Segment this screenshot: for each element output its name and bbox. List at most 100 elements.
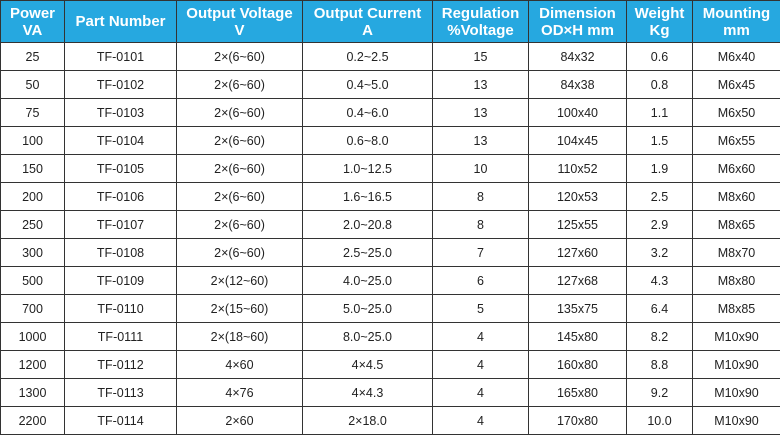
cell-output-current: 4×4.3: [302, 378, 433, 407]
header-weight: Weight Kg: [626, 0, 693, 43]
cell-dimension: 100x40: [528, 98, 627, 127]
cell-output-voltage: 2×(6~60): [176, 154, 303, 183]
cell-dimension: 127x68: [528, 266, 627, 295]
cell-output-voltage: 2×(6~60): [176, 98, 303, 127]
header-mounting-line-2: mm: [723, 21, 750, 39]
cell-part-number: TF-0114: [64, 406, 177, 435]
header-output-voltage-line-1: Output Voltage: [186, 4, 293, 22]
cell-part-number: TF-0109: [64, 266, 177, 295]
header-part-number: Part Number: [64, 0, 177, 43]
table-row: 150 TF-0105 2×(6~60) 1.0~12.5 10 110x52 1.9 M6x…: [0, 154, 780, 183]
cell-output-voltage: 2×(6~60): [176, 42, 303, 71]
cell-weight: 1.1: [626, 98, 693, 127]
cell-power: 250: [0, 210, 65, 239]
table-row: 250 TF-0107 2×(6~60) 2.0~20.8 8 125x55 2.9 M8x6…: [0, 210, 780, 239]
cell-weight: 3.2: [626, 238, 693, 267]
cell-part-number: TF-0105: [64, 154, 177, 183]
cell-weight: 10.0: [626, 406, 693, 435]
cell-output-voltage: 4×60: [176, 350, 303, 379]
table-row: 100 TF-0104 2×(6~60) 0.6~8.0 13 104x45 1.5 M6x5…: [0, 126, 780, 155]
table-row: 25 TF-0101 2×(6~60) 0.2~2.5 15 84x32 0.6 M6x40: [0, 42, 780, 71]
cell-mounting: M6x50: [692, 98, 780, 127]
cell-part-number: TF-0104: [64, 126, 177, 155]
cell-weight: 9.2: [626, 378, 693, 407]
cell-mounting: M8x65: [692, 210, 780, 239]
cell-mounting: M8x80: [692, 266, 780, 295]
header-mounting-line-1: Mounting: [702, 4, 771, 22]
table-row: 200 TF-0106 2×(6~60) 1.6~16.5 8 120x53 2.5 M8x6…: [0, 182, 780, 211]
table-row: 500 TF-0109 2×(12~60) 4.0~25.0 6 127x68 4.3 M8x…: [0, 266, 780, 295]
cell-regulation: 4: [432, 378, 529, 407]
cell-part-number: TF-0101: [64, 42, 177, 71]
header-dimension: Dimension OD×H mm: [528, 0, 627, 43]
cell-weight: 2.5: [626, 182, 693, 211]
cell-regulation: 4: [432, 350, 529, 379]
table-row: 700 TF-0110 2×(15~60) 5.0~25.0 5 135x75 6.4 M8x…: [0, 294, 780, 323]
cell-mounting: M10x90: [692, 406, 780, 435]
cell-regulation: 4: [432, 322, 529, 351]
cell-dimension: 110x52: [528, 154, 627, 183]
cell-output-current: 4×4.5: [302, 350, 433, 379]
cell-dimension: 84x38: [528, 70, 627, 99]
header-dimension-line-2: OD×H mm: [541, 21, 614, 39]
cell-regulation: 4: [432, 406, 529, 435]
header-regulation-line-1: Regulation: [441, 4, 520, 22]
cell-regulation: 8: [432, 210, 529, 239]
cell-dimension: 125x55: [528, 210, 627, 239]
cell-output-voltage: 2×(6~60): [176, 182, 303, 211]
cell-dimension: 170x80: [528, 406, 627, 435]
cell-dimension: 104x45: [528, 126, 627, 155]
cell-output-voltage: 2×(6~60): [176, 238, 303, 267]
cell-output-current: 2.0~20.8: [302, 210, 433, 239]
cell-part-number: TF-0112: [64, 350, 177, 379]
table-row: 300 TF-0108 2×(6~60) 2.5~25.0 7 127x60 3.2 M8x7…: [0, 238, 780, 267]
cell-output-current: 1.6~16.5: [302, 182, 433, 211]
table-row: 75 TF-0103 2×(6~60) 0.4~6.0 13 100x40 1.1 M6x50: [0, 98, 780, 127]
cell-part-number: TF-0107: [64, 210, 177, 239]
table-row: 2200 TF-0114 2×60 2×18.0 4 170x80 10.0 M10x90: [0, 406, 780, 435]
cell-mounting: M6x45: [692, 70, 780, 99]
cell-regulation: 13: [432, 70, 529, 99]
cell-mounting: M8x60: [692, 182, 780, 211]
cell-output-current: 1.0~12.5: [302, 154, 433, 183]
cell-dimension: 84x32: [528, 42, 627, 71]
header-row: Power VA Part Number Output Voltage V Output …: [0, 0, 780, 43]
header-power-line-2: VA: [22, 21, 43, 39]
cell-weight: 8.8: [626, 350, 693, 379]
cell-power: 1300: [0, 378, 65, 407]
cell-output-voltage: 2×(6~60): [176, 210, 303, 239]
cell-regulation: 8: [432, 182, 529, 211]
cell-output-current: 4.0~25.0: [302, 266, 433, 295]
cell-output-current: 0.2~2.5: [302, 42, 433, 71]
cell-part-number: TF-0106: [64, 182, 177, 211]
header-weight-line-2: Kg: [649, 21, 670, 39]
cell-part-number: TF-0111: [64, 322, 177, 351]
cell-weight: 2.9: [626, 210, 693, 239]
header-regulation-line-2: %Voltage: [447, 21, 514, 39]
cell-power: 200: [0, 182, 65, 211]
cell-power: 50: [0, 70, 65, 99]
cell-power: 150: [0, 154, 65, 183]
header-power: Power VA: [0, 0, 65, 43]
header-part-number-line-1: Part Number: [75, 13, 166, 30]
cell-output-voltage: 2×(6~60): [176, 126, 303, 155]
cell-mounting: M8x70: [692, 238, 780, 267]
cell-output-voltage: 4×76: [176, 378, 303, 407]
header-output-current: Output Current A: [302, 0, 433, 43]
cell-regulation: 7: [432, 238, 529, 267]
header-output-voltage: Output Voltage V: [176, 0, 303, 43]
cell-output-current: 0.4~6.0: [302, 98, 433, 127]
cell-dimension: 120x53: [528, 182, 627, 211]
cell-output-voltage: 2×60: [176, 406, 303, 435]
cell-power: 700: [0, 294, 65, 323]
cell-weight: 6.4: [626, 294, 693, 323]
cell-regulation: 6: [432, 266, 529, 295]
header-output-current-line-1: Output Current: [313, 4, 422, 22]
cell-mounting: M10x90: [692, 350, 780, 379]
cell-part-number: TF-0102: [64, 70, 177, 99]
cell-mounting: M10x90: [692, 378, 780, 407]
cell-part-number: TF-0113: [64, 378, 177, 407]
cell-weight: 4.3: [626, 266, 693, 295]
cell-part-number: TF-0103: [64, 98, 177, 127]
